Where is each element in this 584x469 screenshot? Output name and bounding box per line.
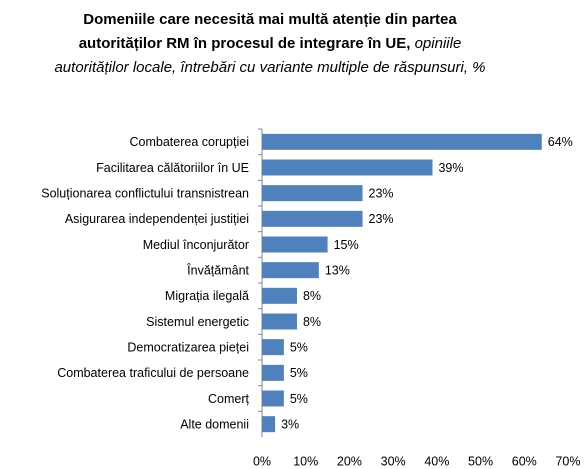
y-tick-label: Migrația ilegală	[165, 289, 249, 303]
bar	[262, 313, 297, 330]
x-tick-label: 20%	[337, 454, 362, 468]
bar	[262, 262, 319, 279]
value-label: 23%	[369, 212, 394, 226]
y-tick-label: Combaterea corupției	[129, 135, 249, 149]
bar	[262, 159, 433, 176]
value-label: 5%	[290, 340, 308, 354]
y-tick-label: Combaterea traficului de persoane	[57, 366, 249, 380]
value-label: 5%	[290, 366, 308, 380]
value-label: 13%	[325, 263, 350, 277]
x-tick-label: 50%	[468, 454, 493, 468]
value-label: 8%	[303, 289, 321, 303]
bar	[262, 364, 284, 381]
value-label: 39%	[438, 161, 463, 175]
x-tick-label: 60%	[512, 454, 537, 468]
x-tick-label: 10%	[293, 454, 318, 468]
y-tick-label: Învățământ	[186, 262, 249, 277]
y-tick-label: Democratizarea pieței	[127, 340, 249, 354]
y-tick-label: Comerț	[208, 392, 250, 406]
bar	[262, 339, 284, 356]
x-tick-label: 0%	[253, 454, 271, 468]
value-label: 64%	[548, 135, 573, 149]
y-tick-label: Soluționarea conflictului transnistrean	[41, 186, 249, 200]
bar	[262, 133, 542, 150]
y-tick-label: Facilitarea călătoriilor în UE	[96, 161, 249, 175]
y-tick-label: Sistemul energetic	[146, 315, 249, 329]
chart-subtitle: opiniile autorităților locale, întrebări…	[54, 35, 486, 76]
value-label: 5%	[290, 392, 308, 406]
bar	[262, 210, 363, 227]
bar	[262, 390, 284, 407]
y-tick-label: Alte domenii	[180, 417, 249, 431]
y-tick-label: Mediul înconjurător	[143, 238, 249, 252]
x-tick-label: 70%	[555, 454, 580, 468]
value-label: 8%	[303, 315, 321, 329]
value-label: 23%	[369, 186, 394, 200]
bar	[262, 287, 297, 304]
value-label: 3%	[281, 417, 299, 431]
bar	[262, 416, 276, 433]
x-tick-label: 30%	[381, 454, 406, 468]
chart-title: Domeniile care necesită mai multă atenți…	[78, 11, 457, 52]
value-label: 15%	[334, 238, 359, 252]
x-tick-label: 40%	[424, 454, 449, 468]
chart-heading: Domeniile care necesită mai multă atenți…	[40, 8, 500, 80]
y-tick-label: Asigurarea independenței justiției	[65, 212, 249, 226]
bar	[262, 185, 363, 202]
bar	[262, 236, 328, 253]
